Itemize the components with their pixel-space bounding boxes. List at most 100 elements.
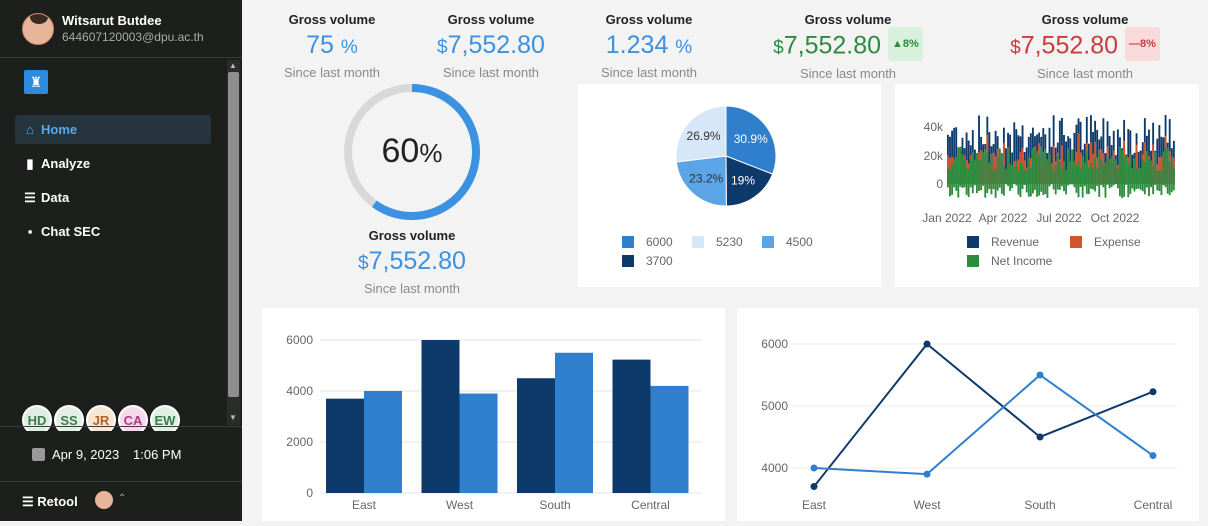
net-income-bar xyxy=(1131,168,1134,189)
nav-item-analyze[interactable]: ▮ Analyze xyxy=(15,149,211,178)
expense-bar xyxy=(1158,156,1161,184)
legend-item[interactable]: 4500 xyxy=(762,235,813,249)
user-avatar xyxy=(22,13,54,45)
nav-item-data[interactable]: ☰ Data xyxy=(15,183,211,212)
legend-item[interactable]: Revenue xyxy=(967,235,1039,249)
chevron-up-icon[interactable]: ⌃ xyxy=(118,493,127,504)
stat-sub: Since last month xyxy=(283,65,381,80)
net-income-bar xyxy=(1021,164,1024,190)
net-income-bar xyxy=(1067,148,1070,186)
net-income-bar xyxy=(955,156,958,191)
legend-item[interactable]: 3700 xyxy=(622,254,673,268)
net-income-bar xyxy=(980,159,983,191)
nav-label: Data xyxy=(41,190,70,205)
net-income-bar xyxy=(1071,149,1074,185)
retool-label: Retool xyxy=(37,494,78,509)
legend-swatch xyxy=(967,235,979,248)
pie-slice-label: 23.2% xyxy=(689,172,723,186)
net-income-bar xyxy=(1168,161,1171,196)
data-point xyxy=(923,340,931,348)
net-income-bar xyxy=(1096,168,1099,186)
sidebar: Witsarut Butdee 644607120003@dpu.ac.th ♜… xyxy=(0,0,242,521)
stat-value: 1.234 % xyxy=(605,31,693,59)
stat-card: Gross volume 1.234 % Since last month xyxy=(578,12,720,80)
net-income-bar xyxy=(1052,170,1055,190)
revenue-bar xyxy=(1009,134,1012,184)
net-income-bar xyxy=(1106,157,1109,185)
retool-menu[interactable]: ☰ Retool xyxy=(22,494,78,510)
revenue-bar xyxy=(988,132,991,184)
calendar-icon xyxy=(32,448,45,461)
legend-swatch xyxy=(622,235,634,248)
stat-value: $7,552.80 —8% xyxy=(990,27,1180,64)
net-income-bar xyxy=(1034,148,1036,190)
net-income-bar xyxy=(1141,159,1144,192)
legend-item[interactable]: 6000 xyxy=(622,235,673,249)
nav-label: Chat SEC xyxy=(41,224,101,239)
x-tick-label: West xyxy=(913,498,941,512)
legend-item[interactable]: 5230 xyxy=(692,235,743,249)
x-tick-label: Jan 2022 xyxy=(922,211,972,225)
net-income-bar xyxy=(1038,154,1041,196)
legend-item[interactable]: Net Income xyxy=(967,254,1052,268)
y-tick-label: 6000 xyxy=(286,333,313,347)
pie-slice xyxy=(725,155,774,207)
stat-card: Gross volume $7,552.80 Since last month xyxy=(420,12,562,80)
revenue-bar xyxy=(978,115,980,184)
revenue-bar xyxy=(1058,120,1061,184)
data-point xyxy=(1036,371,1044,379)
scrollbar-thumb[interactable] xyxy=(228,72,239,397)
net-income-bar xyxy=(1112,158,1115,186)
net-income-bar xyxy=(1150,160,1152,188)
legend-item[interactable]: Expense xyxy=(1070,235,1141,249)
net-income-bar xyxy=(1009,164,1012,191)
net-income-bar xyxy=(1121,149,1123,198)
sidebar-scrollbar[interactable]: ▲ ▼ xyxy=(227,60,240,425)
pie-slice-label: 30.9% xyxy=(734,132,768,146)
trend-badge: ▲8% xyxy=(888,27,923,61)
revenue-bar xyxy=(967,140,970,184)
net-income-bar xyxy=(1152,166,1155,195)
user-avatar-small[interactable] xyxy=(95,491,113,509)
app-logo-icon[interactable]: ♜ xyxy=(24,70,48,94)
timeseries-chart: 40k 20k 0 Jan 2022 Apr 2022 Jul 2022 Oct 2022 xyxy=(922,115,1175,225)
user-email: 644607120003@dpu.ac.th xyxy=(62,30,204,44)
net-income-bar xyxy=(1050,163,1053,185)
net-income-bar xyxy=(996,156,999,191)
nav-item-home[interactable]: ⌂ Home xyxy=(15,115,211,144)
net-income-bar xyxy=(951,163,954,195)
net-income-bar xyxy=(949,169,951,197)
net-income-bar xyxy=(988,162,991,190)
net-income-bar xyxy=(1048,153,1051,187)
net-income-bar xyxy=(1029,168,1032,197)
net-income-bar xyxy=(982,152,985,186)
chat-icon: ▪ xyxy=(27,224,33,239)
x-tick-label: West xyxy=(446,498,474,512)
pie-slice xyxy=(675,105,727,163)
timeseries-chart-card: 40k 20k 0 Jan 2022 Apr 2022 Jul 2022 Oct 2022 … xyxy=(895,84,1199,287)
x-tick-label: Central xyxy=(1134,498,1173,512)
user-profile[interactable]: Witsarut Butdee 644607120003@dpu.ac.th xyxy=(0,0,242,58)
net-income-bar xyxy=(1154,151,1157,185)
net-income-bar xyxy=(973,159,976,186)
net-income-bar xyxy=(1139,168,1142,190)
net-income-bar xyxy=(1162,151,1165,186)
pie-chart: 30.9% 19% 23.2% 26.9% xyxy=(675,105,777,207)
net-income-bar xyxy=(1110,156,1113,188)
nav-item-chat-sec[interactable]: ▪ Chat SEC xyxy=(15,217,211,246)
scroll-down-icon[interactable]: ▼ xyxy=(229,413,237,422)
revenue-bar xyxy=(1156,138,1159,184)
legend-swatch xyxy=(1070,235,1082,248)
x-tick-label: East xyxy=(352,498,377,512)
net-income-bar xyxy=(1005,169,1007,185)
net-income-bar xyxy=(1036,151,1038,197)
net-income-bar xyxy=(1133,158,1136,192)
nav-label: Analyze xyxy=(41,156,91,171)
data-point xyxy=(1036,433,1044,441)
legend-swatch xyxy=(762,235,774,248)
net-income-bar xyxy=(1087,167,1090,194)
net-income-bar xyxy=(1164,147,1167,188)
bar xyxy=(517,378,555,493)
scroll-up-icon[interactable]: ▲ xyxy=(229,61,237,70)
legend-swatch xyxy=(692,235,704,248)
